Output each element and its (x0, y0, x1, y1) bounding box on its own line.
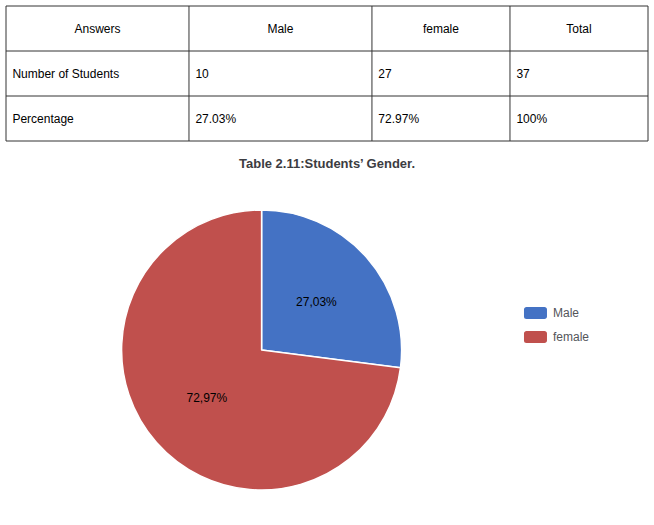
svg-text:37: 37 (516, 67, 530, 81)
svg-text:female: female (423, 22, 459, 36)
svg-text:Percentage: Percentage (12, 112, 74, 126)
svg-text:10: 10 (195, 67, 209, 81)
svg-text:27.03%: 27.03% (195, 112, 236, 126)
svg-text:Answers: Answers (74, 22, 120, 36)
svg-text:Male: Male (267, 22, 293, 36)
svg-text:female: female (553, 330, 589, 344)
svg-text:72.97%: 72.97% (378, 112, 419, 126)
svg-text:27,03%: 27,03% (296, 295, 337, 309)
svg-text:27: 27 (378, 67, 392, 81)
svg-text:Male: Male (553, 306, 579, 320)
svg-text:Table 2.11:Students’ Gender.: Table 2.11:Students’ Gender. (239, 156, 415, 171)
svg-text:Number of Students: Number of Students (12, 67, 119, 81)
svg-text:100%: 100% (516, 112, 547, 126)
svg-text:72,97%: 72,97% (186, 391, 227, 405)
svg-text:Total: Total (566, 22, 591, 36)
